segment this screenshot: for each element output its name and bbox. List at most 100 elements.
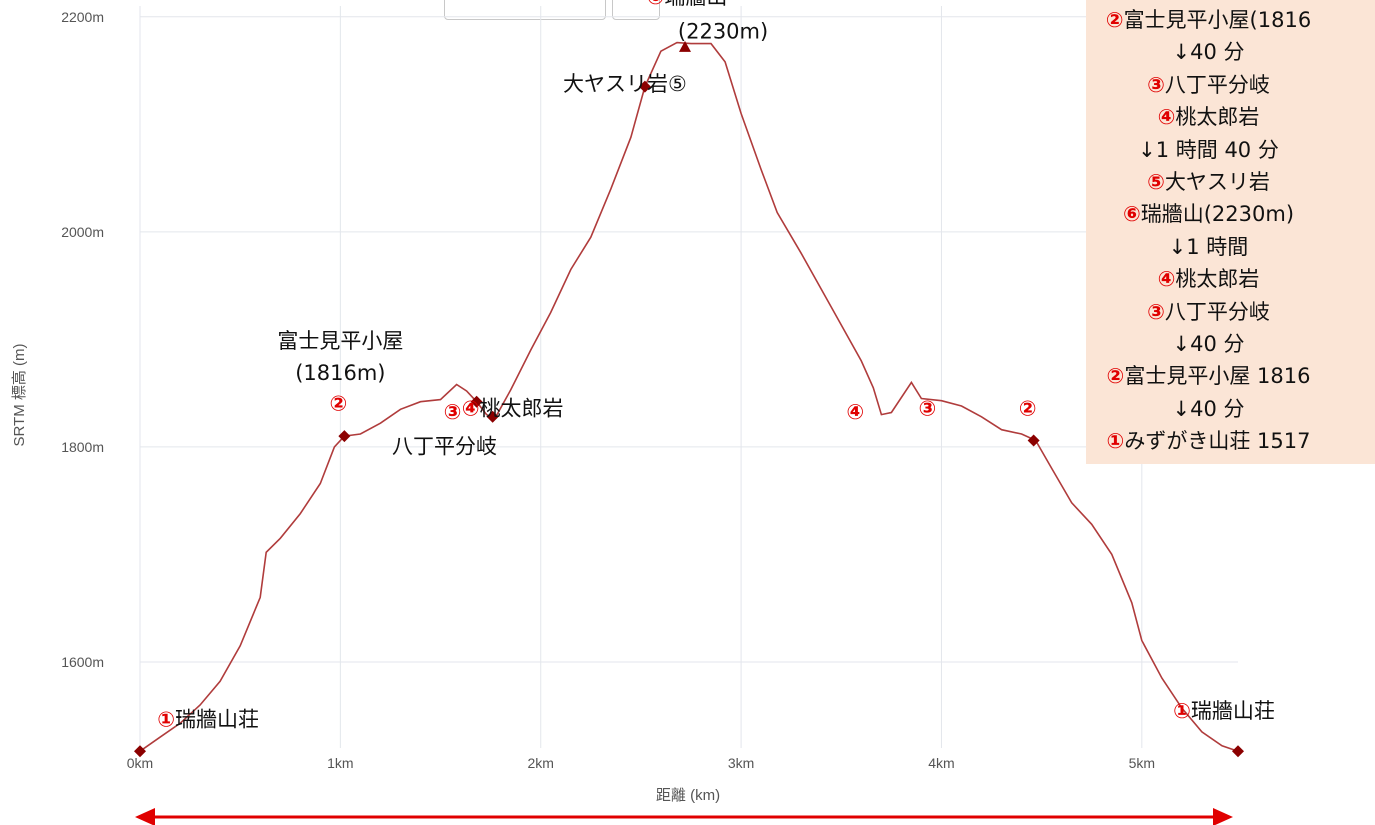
waypoint-marker: [1027, 434, 1040, 447]
annotation-label: (1816m): [295, 361, 385, 385]
legend-line: ④桃太郎岩: [1086, 101, 1331, 133]
legend-number: ③: [1147, 299, 1165, 324]
distance-arrow: [135, 808, 1233, 825]
y-tick-label: 2000m: [61, 224, 104, 240]
legend-line: ↓1 時間: [1086, 231, 1331, 263]
annotations: ①瑞牆山荘②富士見平小屋(1816m)③八丁平分岐④桃太郎岩大ヤスリ岩⑤⑥瑞牆山…: [157, 0, 1275, 731]
legend-line: ②富士見平小屋 1816: [1086, 360, 1331, 392]
annotation-label: ⑥瑞牆山: [647, 0, 728, 9]
waypoint-number: ⑥: [647, 0, 665, 9]
waypoint-markers: [134, 40, 1244, 758]
waypoint-marker: [338, 430, 351, 443]
grid-lines: [139, 6, 1238, 748]
arrow-head-right: [1213, 808, 1233, 825]
waypoint-name: 瑞牆山荘: [1191, 699, 1275, 723]
legend-line: ↓1 時間 40 分: [1086, 134, 1331, 166]
elevation-profile-line: [139, 41, 1239, 752]
range-button[interactable]: [612, 0, 660, 20]
waypoint-number: ③: [444, 400, 462, 424]
waypoint-name: 瑞牆山: [664, 0, 727, 9]
waypoint-marker: [470, 395, 483, 408]
legend-text: 瑞牆山(2230m): [1140, 202, 1295, 227]
arrow-head-left: [135, 808, 155, 825]
legend-text: 八丁平分岐: [1164, 72, 1270, 97]
annotation-label: ②: [1019, 397, 1037, 421]
annotation-label: ④: [846, 400, 864, 424]
x-tick-label: 0km: [127, 755, 153, 771]
annotation-label: ③: [919, 397, 937, 421]
legend-line: ④桃太郎岩: [1086, 263, 1331, 295]
legend-number: ②: [1105, 8, 1124, 32]
legend-line: ③八丁平分岐: [1086, 296, 1331, 328]
legend-line: ③八丁平分岐: [1086, 69, 1331, 101]
legend-line: ①みずがき山荘 1517: [1086, 425, 1331, 457]
legend-line: ↓40 分: [1086, 393, 1331, 425]
x-tick-label: 4km: [928, 755, 954, 771]
annotation-label: 富士見平小屋: [277, 329, 403, 353]
waypoint-name: (2230m): [678, 19, 768, 43]
legend-number: ⑥: [1122, 202, 1141, 227]
waypoint-number: ①: [157, 707, 175, 731]
legend-text: 八丁平分岐: [1164, 299, 1270, 324]
x-tick-label: 2km: [528, 755, 554, 771]
waypoint-name: 富士見平小屋: [277, 329, 403, 353]
waypoint-number: ③: [919, 397, 937, 421]
legend-text: ↓1 時間: [1168, 234, 1249, 259]
waypoint-name: 瑞牆山荘: [175, 707, 259, 731]
legend-text: 桃太郎岩: [1175, 105, 1260, 130]
legend-number: ⑤: [1147, 170, 1165, 194]
annotation-label: ①瑞牆山荘: [1173, 699, 1275, 723]
waypoint-marker: [1232, 745, 1244, 758]
x-axis-title: 距離 (km): [656, 786, 720, 804]
x-tick-label: 5km: [1129, 755, 1155, 771]
annotation-label: ③: [444, 400, 462, 424]
waypoint-name: 八丁平分岐: [392, 434, 497, 458]
annotation-label: (2230m): [678, 19, 768, 43]
legend-text: 富士見平小屋(1816: [1123, 8, 1312, 32]
legend-line: ⑥瑞牆山(2230m): [1086, 198, 1331, 230]
y-tick-label: 1800m: [61, 439, 104, 455]
x-axis-ticks: 0km 1km 2km 3km 4km 5km: [127, 755, 1155, 771]
legend-line: ↓40 分: [1086, 328, 1331, 360]
waypoint-number: ②: [329, 391, 347, 415]
legend-number: ③: [1147, 72, 1165, 97]
waypoint-number: ①: [1173, 699, 1191, 723]
x-tick-label: 1km: [327, 755, 353, 771]
legend-text: 桃太郎岩: [1175, 267, 1260, 292]
y-tick-label: 2200m: [61, 9, 104, 25]
waypoint-name: (1816m): [295, 361, 385, 385]
annotation-label: ①瑞牆山荘: [157, 707, 259, 731]
legend-text: ↓40 分: [1172, 396, 1245, 421]
waypoint-number: ②: [1019, 397, 1037, 421]
y-axis-title: SRTM 標高 (m): [11, 343, 28, 446]
legend-line: ↓40 分: [1086, 36, 1331, 68]
legend-number: ②: [1106, 364, 1125, 389]
waypoint-number: ④: [846, 400, 864, 424]
legend-number: ①: [1106, 429, 1125, 454]
legend-number: ④: [1157, 105, 1176, 130]
legend-text: ↓40 分: [1172, 40, 1245, 65]
y-axis-ticks: 1600m 1800m 2000m 2200m: [61, 9, 104, 670]
legend-text: 大ヤスリ岩: [1164, 170, 1270, 194]
annotation-label: ④桃太郎岩: [462, 397, 564, 421]
legend-text: ↓1 時間 40 分: [1138, 137, 1279, 162]
waypoint-marker: [134, 745, 146, 758]
waypoint-name: 大ヤスリ岩⑤: [563, 72, 687, 96]
annotation-label: 大ヤスリ岩⑤: [563, 72, 687, 96]
route-time-legend: ②富士見平小屋(1816 ↓40 分 ③八丁平分岐 ④桃太郎岩 ↓1 時間 40 分 ⑤大…: [1086, 0, 1375, 464]
range-select-box[interactable]: [444, 0, 606, 20]
waypoint-marker: [486, 410, 499, 423]
waypoint-number: ④: [462, 397, 480, 421]
legend-number: ④: [1157, 267, 1176, 292]
summit-marker: [678, 40, 691, 52]
annotation-label: 八丁平分岐: [392, 434, 497, 458]
annotation-label: ②: [329, 391, 347, 415]
legend-line: ②富士見平小屋(1816: [1086, 4, 1331, 36]
x-tick-label: 3km: [728, 755, 754, 771]
legend-text: 富士見平小屋 1816: [1124, 364, 1311, 389]
legend-line: ⑤大ヤスリ岩: [1086, 166, 1331, 198]
y-tick-label: 1600m: [61, 654, 104, 670]
waypoint-marker: [638, 80, 651, 93]
waypoint-name: 桃太郎岩: [480, 397, 564, 421]
